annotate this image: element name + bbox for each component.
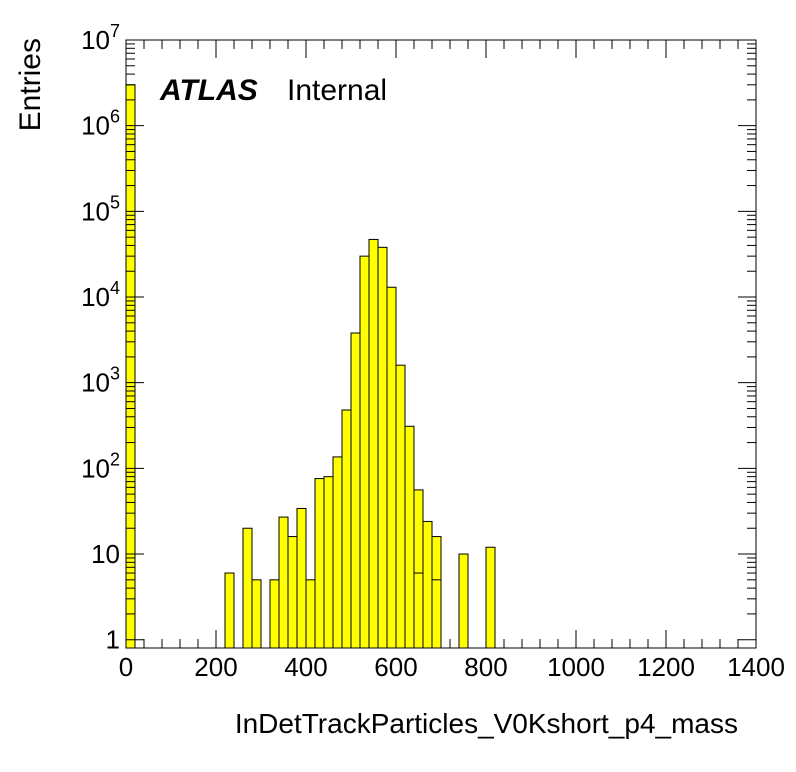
y-tick-label: 102 [81, 449, 120, 483]
x-tick-label: 800 [464, 652, 507, 682]
histogram-bar [359, 255, 370, 649]
x-tick-label: 1400 [727, 652, 785, 682]
plot-frame [125, 39, 757, 649]
histogram-bar [251, 579, 262, 649]
histogram-bar [125, 84, 136, 649]
y-tick-label: 104 [81, 278, 120, 312]
histogram-bar [296, 507, 307, 649]
histogram-bar [341, 409, 352, 649]
x-tick-label: 1200 [637, 652, 695, 682]
histogram-bar [422, 520, 433, 649]
x-tick-label: 1000 [547, 652, 605, 682]
atlas-label: ATLAS [159, 74, 258, 107]
x-tick-label: 200 [194, 652, 237, 682]
y-tick-labels: 1 10 102 103 104 105 106 107 [81, 21, 120, 655]
y-tick-label: 1 [106, 625, 120, 655]
histogram-bar [242, 527, 253, 649]
histogram-bar [305, 579, 316, 649]
histogram-bar [395, 364, 406, 649]
x-tick-label: 400 [284, 652, 327, 682]
histogram-bar [386, 286, 397, 649]
histogram-bar [278, 516, 289, 649]
atlas-status-label: Internal [287, 74, 387, 107]
histogram-bar [332, 456, 343, 649]
axis-ticks [125, 39, 757, 648]
histogram-bar [350, 332, 361, 649]
histogram-bar [404, 425, 415, 649]
x-axis-label: InDetTrackParticles_V0Kshort_p4_mass [235, 708, 738, 739]
y-tick-label: 105 [81, 192, 120, 226]
histogram-bar [431, 579, 442, 649]
histogram-bars [125, 84, 496, 649]
y-tick-label: 103 [81, 364, 120, 398]
histogram-bar [413, 572, 424, 649]
y-axis-label: Entries [14, 38, 47, 131]
x-tick-labels: 0 200 400 600 800 1000 1200 1400 [119, 652, 785, 682]
y-tick-label: 107 [81, 21, 120, 55]
histogram-bar [224, 572, 235, 649]
histogram-bar [458, 553, 469, 649]
x-tick-label: 0 [119, 652, 133, 682]
histogram-bar [314, 478, 325, 649]
y-tick-label: 10 [91, 539, 120, 569]
histogram-bar [269, 579, 280, 649]
histogram-bar [287, 536, 298, 649]
histogram-bar [485, 546, 496, 649]
histogram-bar [377, 246, 388, 649]
histogram-bar [368, 238, 379, 649]
y-tick-label: 106 [81, 107, 120, 141]
x-tick-label: 600 [374, 652, 417, 682]
histogram-bar [323, 476, 334, 649]
